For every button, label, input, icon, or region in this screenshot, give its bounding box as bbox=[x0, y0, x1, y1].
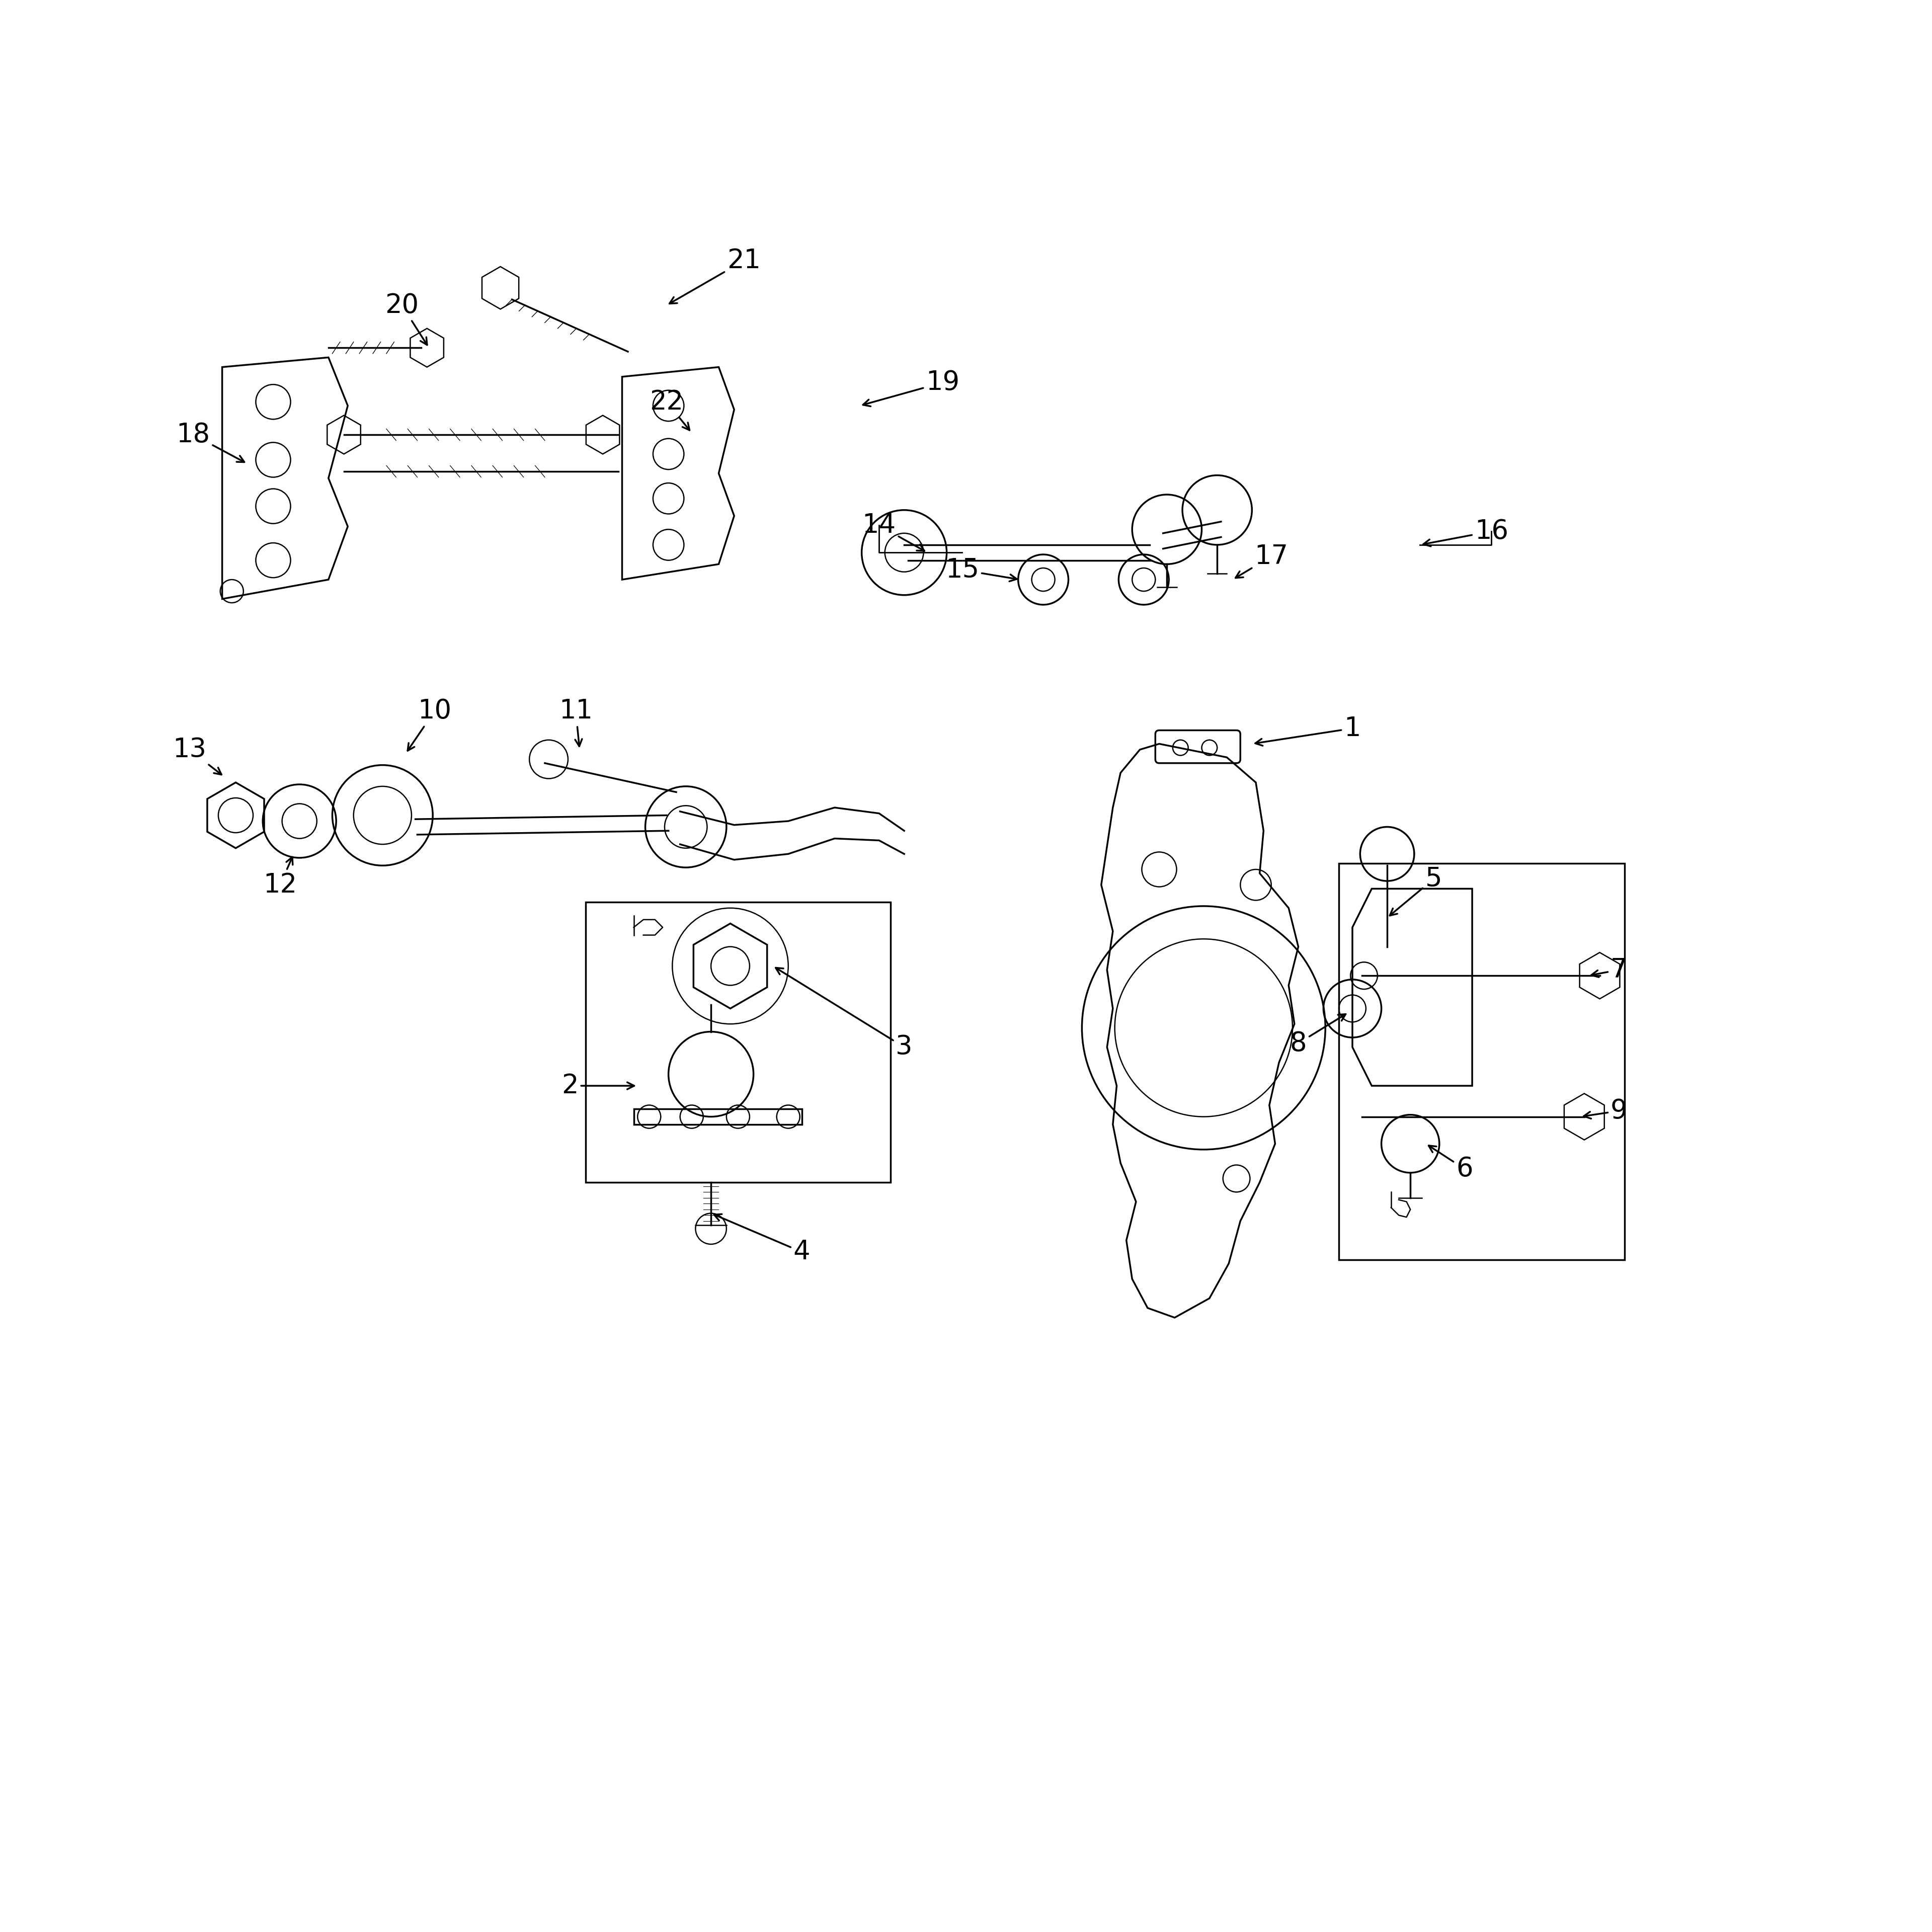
Text: 7: 7 bbox=[1592, 956, 1627, 983]
Text: 22: 22 bbox=[649, 388, 690, 431]
Text: 15: 15 bbox=[945, 556, 1016, 583]
Text: 11: 11 bbox=[558, 697, 593, 746]
Text: 8: 8 bbox=[1291, 1014, 1347, 1057]
Text: 13: 13 bbox=[172, 736, 222, 775]
Text: 5: 5 bbox=[1389, 866, 1441, 916]
Bar bbox=[1339, 864, 1625, 1260]
Text: 12: 12 bbox=[263, 858, 298, 898]
Bar bbox=[585, 902, 891, 1182]
Text: 17: 17 bbox=[1235, 543, 1289, 578]
Text: 19: 19 bbox=[864, 369, 960, 406]
Text: 2: 2 bbox=[562, 1072, 634, 1099]
Text: 16: 16 bbox=[1424, 518, 1509, 547]
Text: 3: 3 bbox=[775, 968, 912, 1061]
Text: 21: 21 bbox=[670, 247, 761, 303]
Text: 9: 9 bbox=[1584, 1097, 1627, 1124]
Text: 14: 14 bbox=[862, 512, 923, 551]
Text: 20: 20 bbox=[384, 292, 427, 346]
Text: 6: 6 bbox=[1428, 1146, 1472, 1182]
Text: 1: 1 bbox=[1256, 715, 1360, 746]
Text: 18: 18 bbox=[176, 421, 243, 462]
Text: 4: 4 bbox=[715, 1213, 810, 1265]
Text: 10: 10 bbox=[408, 697, 452, 752]
